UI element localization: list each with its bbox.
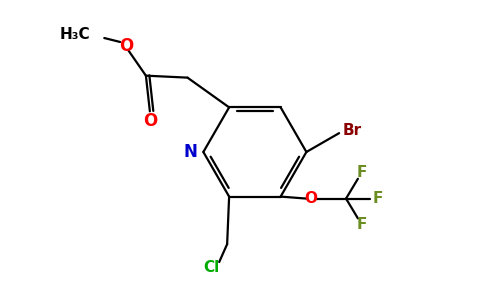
Text: F: F — [357, 217, 367, 232]
Text: O: O — [119, 37, 133, 55]
Text: F: F — [357, 165, 367, 180]
Text: H₃C: H₃C — [60, 27, 91, 42]
Text: F: F — [373, 191, 383, 206]
Text: O: O — [304, 191, 317, 206]
Text: Cl: Cl — [203, 260, 219, 275]
Text: O: O — [143, 112, 157, 130]
Text: Br: Br — [343, 123, 362, 138]
Text: N: N — [183, 143, 197, 161]
